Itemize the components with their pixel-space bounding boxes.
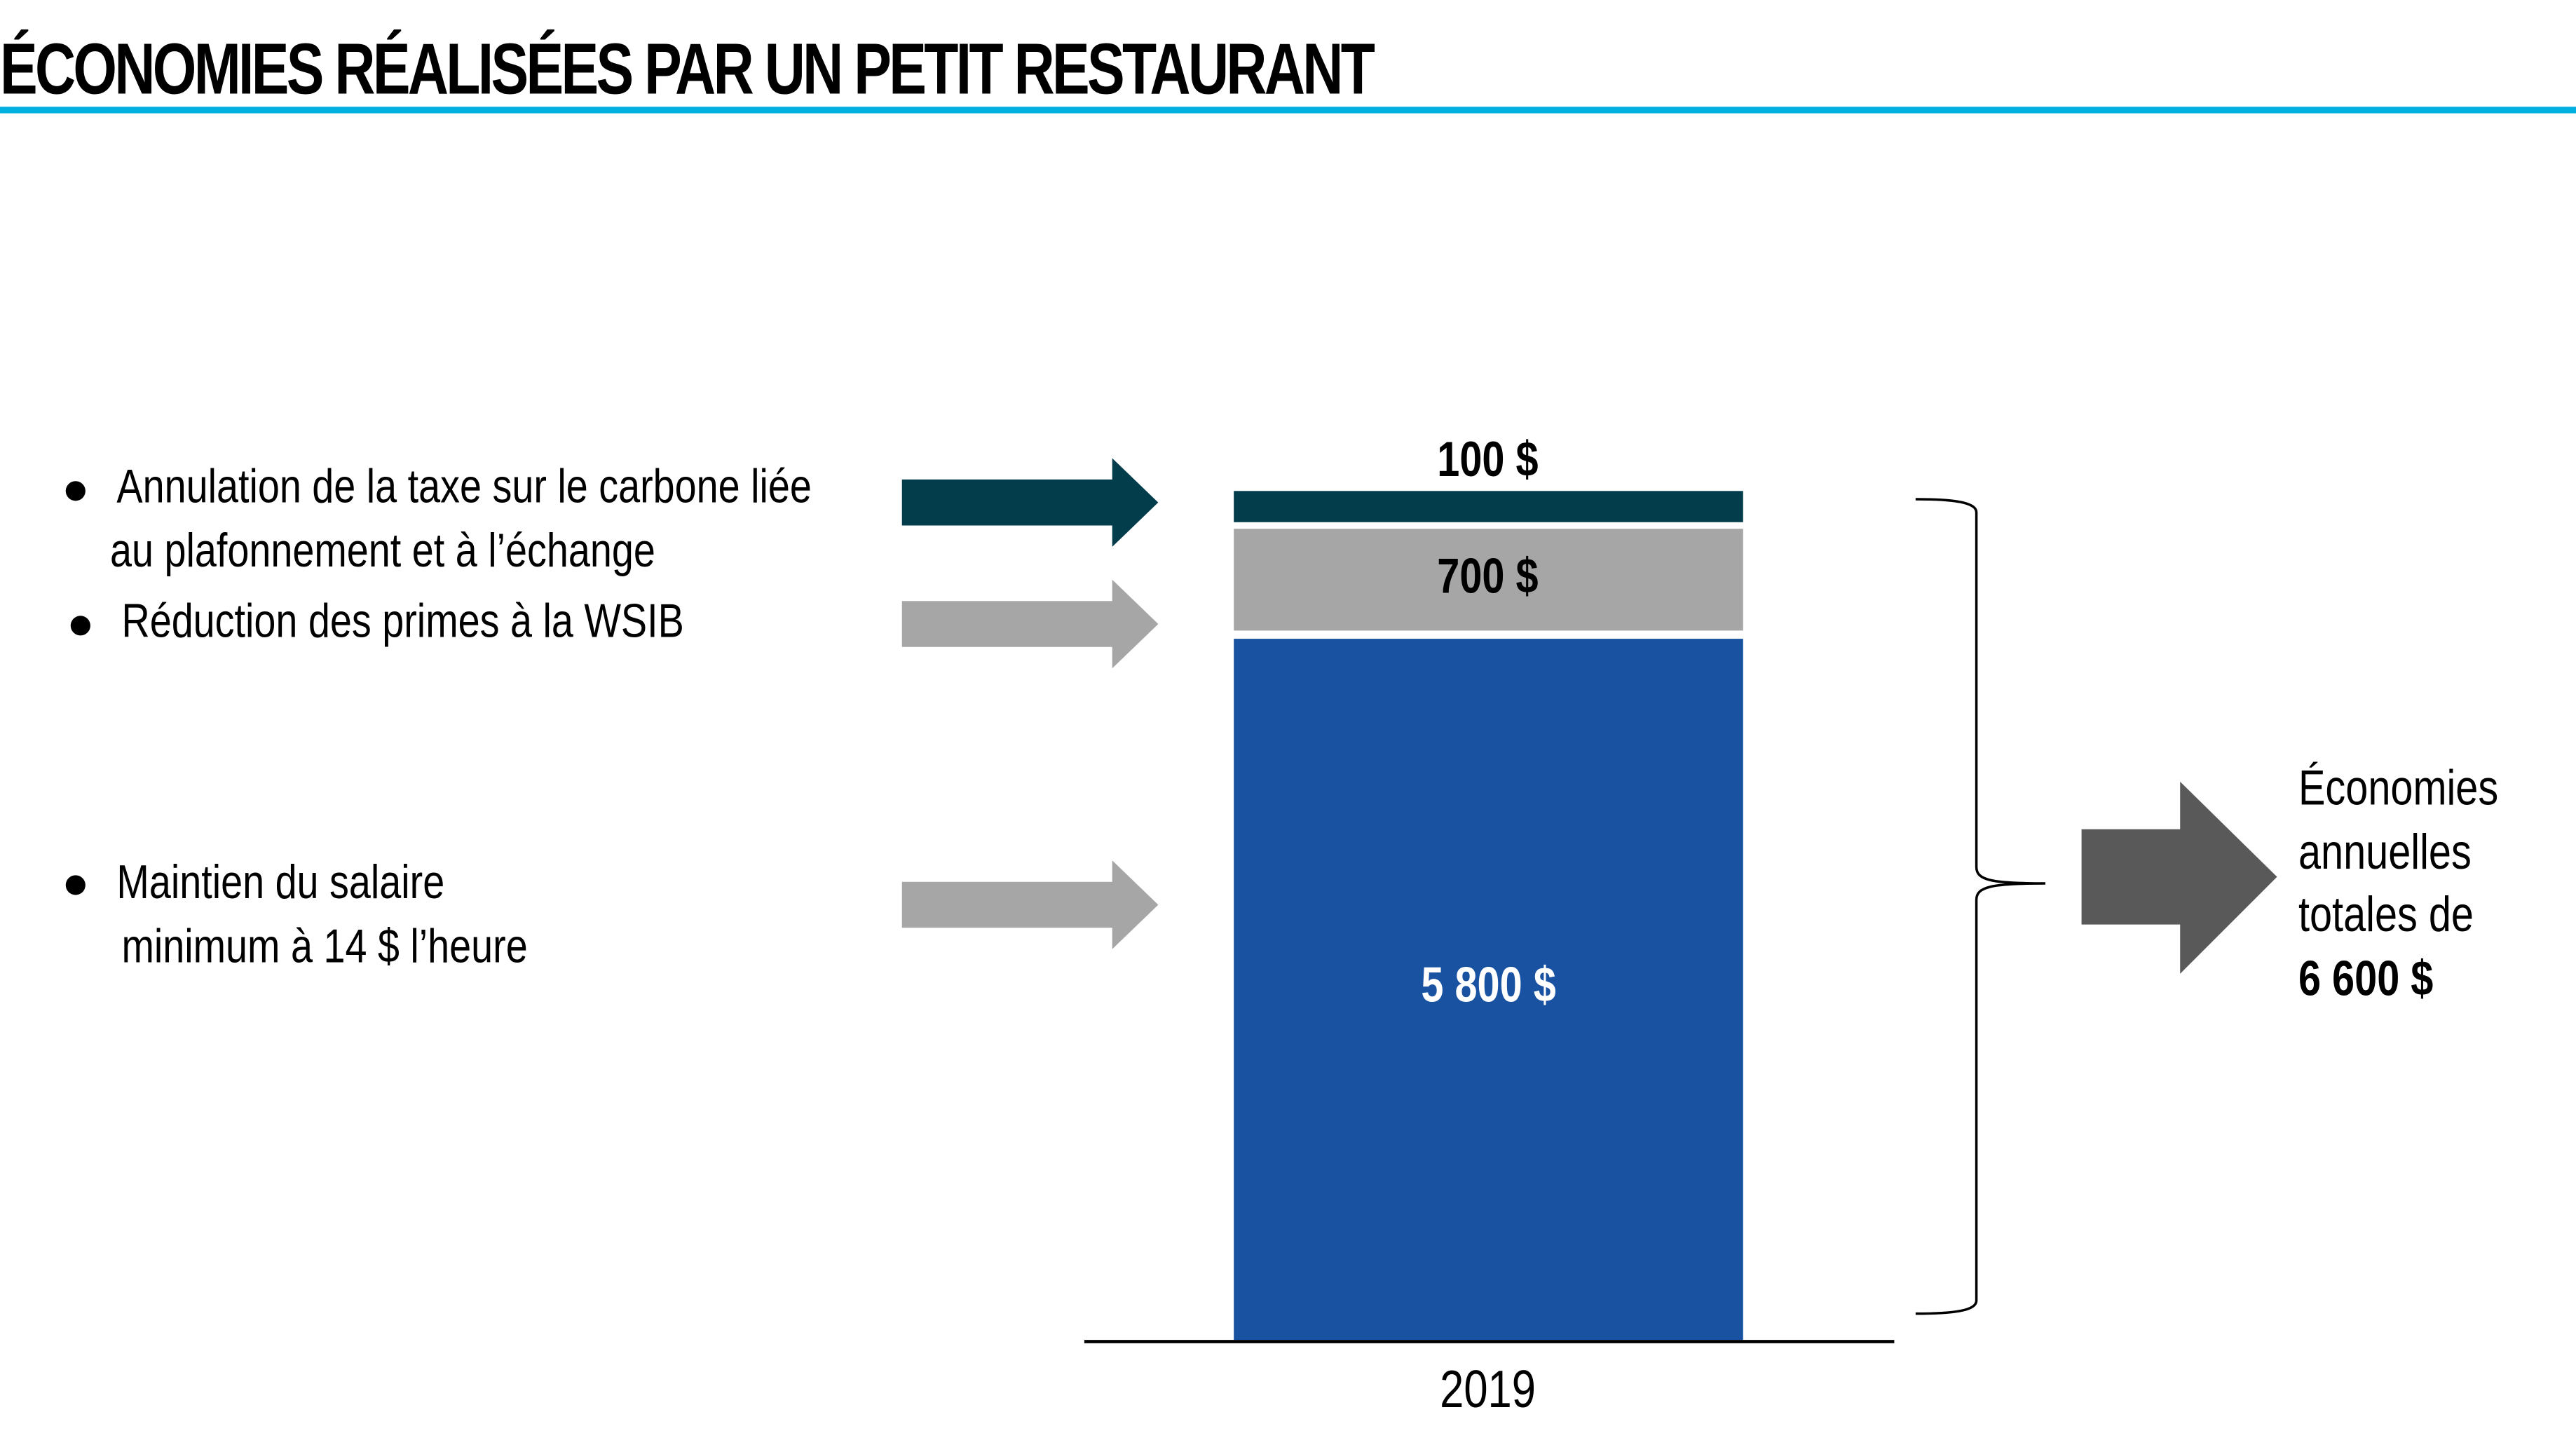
data-label-wage: 5 800 $ [1421, 958, 1556, 1014]
data-label-wsib: 700 $ [1438, 550, 1539, 604]
legend-item-wage-line2: minimum à 14 $ l’heure [121, 915, 616, 981]
total-line: Économies [2298, 761, 2499, 817]
total-line: annuelles [2298, 825, 2472, 880]
bar-segment-wage [1234, 639, 1743, 1341]
arrow-right-icon [901, 579, 1159, 669]
legend-line: Annulation de la taxe sur le carbone lié… [116, 461, 812, 515]
data-label-carbon: 100 $ [1438, 433, 1539, 488]
arrow-right-icon [901, 458, 1159, 547]
legend-line: au plafonnement et à l’échange [110, 525, 655, 578]
title-underline [0, 107, 2576, 114]
x-axis-tick-label: 2019 [1440, 1359, 1536, 1419]
legend-line: Maintien du salaire [116, 857, 445, 910]
bullet-icon [65, 481, 86, 501]
bullet-icon [70, 616, 90, 636]
arrow-right-icon [901, 860, 1159, 949]
brace-icon [1915, 498, 2046, 1315]
legend-line: Réduction des primes à la WSIB [121, 596, 684, 649]
bar-segment-carbon [1234, 491, 1743, 522]
bar-segment-wsib [1234, 529, 1743, 631]
legend-item-carbon: Annulation de la taxe sur le carbone lié… [116, 455, 964, 521]
legend-item-wsib: Réduction des primes à la WSIB [121, 590, 807, 656]
total-amount: 6 600 $ [2298, 951, 2434, 1006]
page-title: ÉCONOMIES RÉALISÉES PAR UN PETIT RESTAUR… [0, 29, 1375, 110]
total-annotation: Économies annuelles totales de 6 600 $ [2298, 759, 2542, 1012]
total-line: totales de [2298, 888, 2474, 943]
legend-item-wage: Maintien du salaire [116, 850, 517, 916]
x-axis-line [1084, 1340, 1895, 1343]
legend-line: minimum à 14 $ l’heure [121, 921, 528, 974]
total-arrow-icon [2081, 781, 2277, 974]
bullet-icon [65, 875, 86, 895]
legend-item-carbon-line2: au plafonnement et à l’échange [110, 519, 775, 585]
